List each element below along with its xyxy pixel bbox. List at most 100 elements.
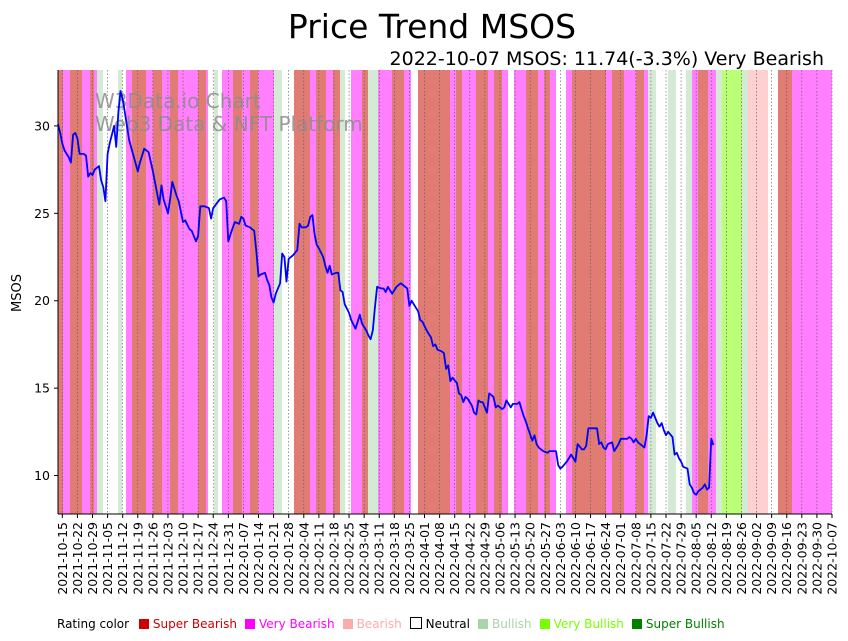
rating-band	[494, 70, 502, 514]
x-tick-label: 2022-01-21	[266, 522, 281, 595]
rating-band	[462, 70, 476, 514]
x-tick-label: 2022-10-07	[825, 522, 840, 595]
legend-label: Very Bearish	[258, 617, 335, 631]
x-tick-label: 2022-06-24	[598, 522, 613, 595]
x-tick-label: 2022-01-14	[251, 522, 266, 595]
x-tick-label: 2021-11-26	[145, 522, 160, 595]
rating-band	[333, 70, 340, 514]
legend-label: Super Bullish	[645, 617, 725, 631]
rating-band	[351, 70, 362, 514]
x-tick-label: 2022-09-09	[764, 522, 779, 595]
x-tick-label: 2022-06-10	[568, 522, 583, 595]
rating-band	[514, 70, 526, 514]
rating-band	[508, 70, 514, 514]
x-tick-label: 2022-02-11	[311, 522, 326, 595]
rating-band	[146, 70, 153, 514]
rating-band	[326, 70, 333, 514]
rating-band	[692, 70, 698, 514]
rating-band	[411, 70, 418, 514]
y-tick-label: 25	[34, 206, 50, 221]
x-tick-label: 2022-08-26	[734, 522, 749, 595]
x-tick-label: 2021-12-24	[206, 522, 221, 595]
rating-band	[218, 70, 222, 514]
rating-band	[153, 70, 162, 514]
legend-label: Bullish	[491, 617, 532, 631]
rating-band	[722, 70, 742, 514]
rating-band	[198, 70, 206, 514]
x-tick-label: 2022-03-25	[402, 522, 417, 595]
x-tick-label: 2022-03-11	[372, 522, 387, 595]
x-tick-label: 2022-02-25	[342, 522, 357, 595]
x-tick-label: 2021-12-10	[176, 522, 191, 595]
rating-band	[778, 70, 792, 514]
legend-item: Super Bearish	[133, 617, 237, 631]
legend-item: Bullish	[472, 617, 532, 631]
rating-band	[258, 70, 274, 514]
rating-band	[82, 70, 90, 514]
x-tick-label: 2022-04-29	[477, 522, 492, 595]
rating-band	[178, 70, 198, 514]
x-tick-label: 2022-05-13	[508, 522, 523, 595]
rating-band	[566, 70, 572, 514]
x-tick-label: 2022-01-07	[236, 522, 251, 595]
rating-band	[250, 70, 258, 514]
rating-band	[126, 70, 132, 514]
rating-band	[316, 70, 326, 514]
price-line-msos	[57, 90, 715, 496]
rating-band	[716, 70, 722, 514]
rating-band	[274, 70, 282, 514]
x-tick-label: 2022-04-01	[417, 522, 432, 595]
rating-band	[70, 70, 82, 514]
rating-band	[368, 70, 378, 514]
rating-band	[748, 70, 768, 514]
legend-swatch	[138, 619, 149, 629]
x-tick-label: 2021-12-31	[221, 522, 236, 595]
rating-band	[636, 70, 644, 514]
x-tick-label: 2022-05-20	[523, 522, 538, 595]
rating-band	[556, 70, 566, 514]
rating-band	[310, 70, 316, 514]
x-tick-label: 2021-12-17	[191, 522, 206, 595]
legend-item: Super Bullish	[626, 617, 725, 631]
legend-swatch	[342, 619, 353, 629]
x-tick-label: 2021-10-29	[85, 522, 100, 595]
rating-band	[170, 70, 178, 514]
rating-band	[768, 70, 778, 514]
rating-band	[644, 70, 648, 514]
watermark-line-2: Web3 Data & NFT Platform	[95, 112, 363, 136]
rating-band	[242, 70, 250, 514]
rating-legend: Rating color Super Bearish Very Bearish Be…	[57, 617, 727, 631]
rating-band	[222, 70, 233, 514]
rating-band	[94, 70, 97, 514]
x-tick-label: 2022-04-15	[447, 522, 462, 595]
y-tick-label: 20	[34, 293, 50, 308]
rating-band	[63, 70, 70, 514]
rating-band	[214, 70, 218, 514]
legend-title: Rating color	[57, 617, 130, 631]
y-axis-label: MSOS	[10, 274, 25, 312]
x-tick-label: 2022-09-30	[809, 522, 824, 595]
axes: 10 15 20 25 30 2021-10-15 2021-10-22 2021-10-29…	[34, 70, 840, 595]
rating-band	[206, 70, 208, 514]
x-tick-label: 2022-02-18	[326, 522, 341, 595]
x-tick-label: 2021-11-19	[130, 522, 145, 595]
rating-band	[132, 70, 146, 514]
watermark: W3Data.io Chart Web3 Data & NFT Platform	[95, 89, 363, 136]
rating-bands	[58, 70, 833, 514]
legend-swatch	[244, 619, 255, 629]
legend-label: Neutral	[425, 617, 470, 631]
legend-swatch	[409, 617, 422, 629]
rating-band	[606, 70, 612, 514]
legend-label: Bearish	[356, 617, 402, 631]
legend-item: Very Bullish	[534, 617, 624, 631]
rating-band	[418, 70, 450, 514]
x-tick-label: 2021-11-12	[115, 522, 130, 595]
rating-band	[392, 70, 404, 514]
x-tick-label: 2022-01-28	[281, 522, 296, 595]
rating-band	[488, 70, 494, 514]
y-tick-label: 30	[34, 118, 50, 133]
x-tick-label: 2022-09-16	[779, 522, 794, 595]
x-tick-label: 2022-08-19	[719, 522, 734, 595]
rating-band	[502, 70, 508, 514]
